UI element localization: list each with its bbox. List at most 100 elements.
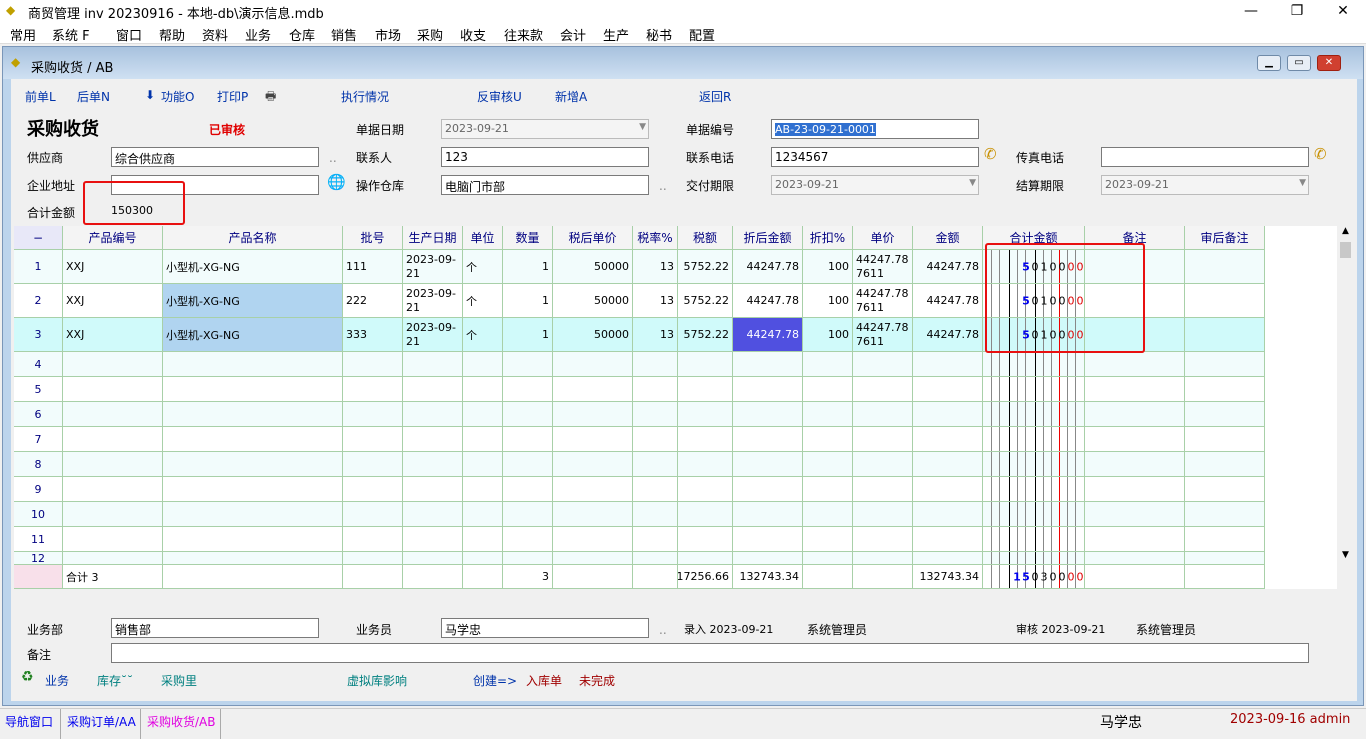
grid-cell[interactable] [733, 552, 803, 565]
grid-cell[interactable] [1185, 452, 1265, 477]
staff-field[interactable]: 马学忠 [441, 618, 649, 638]
grid-cell[interactable] [733, 477, 803, 502]
table-cell[interactable]: 小型机-XG-NG [163, 284, 343, 318]
child-close-button[interactable]: ✕ [1317, 55, 1341, 71]
table-cell[interactable]: 个 [463, 250, 503, 284]
grid-cell[interactable] [63, 377, 163, 402]
table-cell[interactable]: 44247.78 [733, 284, 803, 318]
grid-cell[interactable] [733, 452, 803, 477]
menu-item[interactable]: 窗口 [116, 29, 143, 44]
grid-cell[interactable] [633, 527, 678, 552]
table-cell[interactable]: 13 [633, 318, 678, 352]
grid-cell[interactable] [678, 452, 733, 477]
grid-cell[interactable] [678, 502, 733, 527]
grid-cell[interactable] [633, 352, 678, 377]
grid-cell[interactable] [678, 352, 733, 377]
grid-cell[interactable] [633, 402, 678, 427]
table-cell[interactable]: 44247.78 [913, 284, 983, 318]
table-cell[interactable]: 5752.22 [678, 318, 733, 352]
table-cell[interactable]: 2023-09-21 [403, 284, 463, 318]
grid-cell[interactable] [633, 477, 678, 502]
grid-cell[interactable] [463, 477, 503, 502]
grid-cell[interactable] [803, 352, 853, 377]
column-header[interactable]: − [14, 226, 63, 250]
grid-cell[interactable] [403, 377, 463, 402]
doc-no-field[interactable]: AB-23-09-21-0001 [771, 119, 979, 139]
grid-cell[interactable] [803, 477, 853, 502]
grid-cell[interactable] [853, 527, 913, 552]
menu-item[interactable]: 秘书 [646, 29, 673, 44]
tab-purchase-receipt[interactable]: 采购收货/AB [147, 715, 216, 729]
grid-cell[interactable] [553, 352, 633, 377]
grid-cell[interactable] [343, 402, 403, 427]
grid-scrollbar[interactable]: ▲ ▼ [1337, 226, 1354, 560]
grid-cell[interactable] [803, 377, 853, 402]
inbound-link[interactable]: 入库单 [526, 674, 563, 688]
grid-cell[interactable] [553, 527, 633, 552]
grid-cell[interactable] [983, 552, 1085, 565]
grid-cell[interactable] [63, 527, 163, 552]
menu-item[interactable]: 往来款 [504, 29, 544, 44]
grid-cell[interactable] [1185, 552, 1265, 565]
menu-item[interactable]: 业务 [245, 29, 272, 44]
grid-cell[interactable] [733, 502, 803, 527]
phone-icon[interactable]: ✆ [984, 145, 997, 163]
grid-cell[interactable] [913, 477, 983, 502]
grid-cell[interactable] [553, 427, 633, 452]
table-cell[interactable]: 111 [343, 250, 403, 284]
column-header[interactable]: 税后单价 [553, 226, 633, 250]
grid-cell[interactable] [343, 452, 403, 477]
grid-cell[interactable]: 8 [14, 452, 63, 477]
grid-cell[interactable] [553, 477, 633, 502]
grid-cell[interactable] [853, 552, 913, 565]
grid-cell[interactable]: 10 [14, 502, 63, 527]
menu-item[interactable]: 销售 [331, 29, 358, 44]
grid-cell[interactable] [503, 452, 553, 477]
table-cell[interactable]: 5752.22 [678, 250, 733, 284]
column-header[interactable]: 折扣% [803, 226, 853, 250]
grid-cell[interactable] [503, 377, 553, 402]
add-button[interactable]: 新增A [555, 90, 588, 104]
table-cell[interactable]: 2023-09-21 [403, 318, 463, 352]
grid-cell[interactable] [503, 477, 553, 502]
table-cell[interactable]: 2023-09-21 [403, 250, 463, 284]
grid-cell[interactable] [1185, 427, 1265, 452]
refresh-icon[interactable]: ♻ [21, 669, 34, 685]
grid-cell[interactable] [163, 477, 343, 502]
grid-cell[interactable] [343, 427, 403, 452]
grid-cell[interactable] [678, 477, 733, 502]
grid-cell[interactable] [803, 527, 853, 552]
grid-cell[interactable] [63, 402, 163, 427]
menu-item[interactable]: 系统 F [52, 29, 90, 44]
column-header[interactable]: 单位 [463, 226, 503, 250]
grid-cell[interactable] [1085, 552, 1185, 565]
grid-cell[interactable]: 7 [14, 427, 63, 452]
grid-cell[interactable] [913, 527, 983, 552]
column-header[interactable]: 单价 [853, 226, 913, 250]
grid-cell[interactable] [983, 527, 1085, 552]
grid-cell[interactable] [553, 552, 633, 565]
grid-cell[interactable] [633, 427, 678, 452]
grid-cell[interactable] [1085, 402, 1185, 427]
grid-cell[interactable] [553, 452, 633, 477]
table-cell[interactable]: 个 [463, 284, 503, 318]
table-cell[interactable]: 44247.78 [733, 318, 803, 352]
table-cell[interactable]: 13 [633, 284, 678, 318]
menu-item[interactable]: 收支 [460, 29, 487, 44]
globe-icon[interactable]: 🌐 [327, 173, 346, 191]
virtual-stock-link[interactable]: 虚拟库影响 [347, 674, 408, 688]
grid-cell[interactable] [853, 477, 913, 502]
table-cell[interactable]: 1 [503, 318, 553, 352]
grid-cell[interactable] [163, 377, 343, 402]
grid-cell[interactable] [63, 552, 163, 565]
grid-cell[interactable] [913, 502, 983, 527]
tab-nav-window[interactable]: 导航窗口 [5, 715, 54, 729]
grid-cell[interactable] [1185, 377, 1265, 402]
grid-cell[interactable] [913, 452, 983, 477]
grid-cell[interactable] [733, 377, 803, 402]
column-header[interactable]: 合计金额 [983, 226, 1085, 250]
grid-cell[interactable] [403, 452, 463, 477]
grid-cell[interactable] [553, 502, 633, 527]
grid-cell[interactable]: 5 [14, 377, 63, 402]
column-header[interactable]: 审后备注 [1185, 226, 1265, 250]
